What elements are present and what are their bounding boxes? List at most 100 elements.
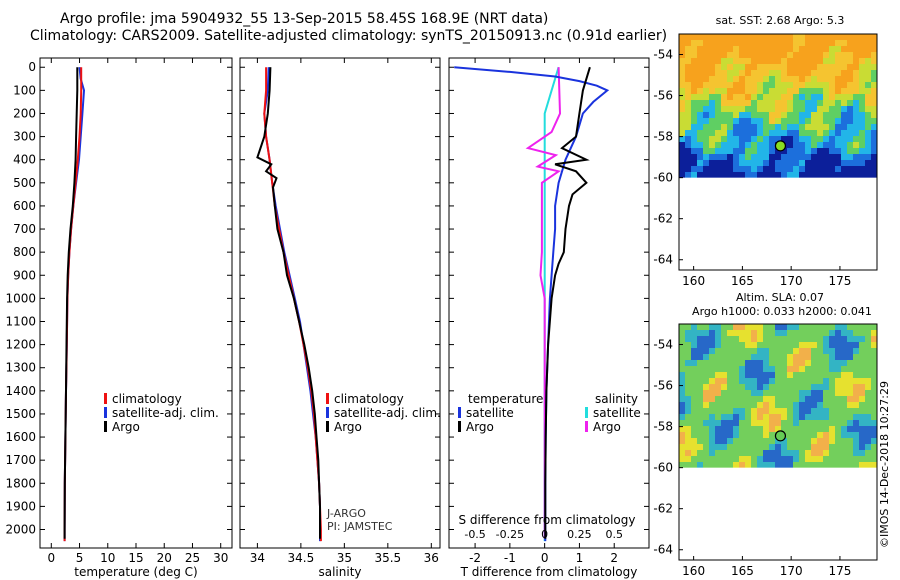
map-cell bbox=[823, 420, 829, 426]
legend-entry-swatch bbox=[326, 393, 329, 404]
map-cell bbox=[805, 450, 811, 456]
x-tick-label: 10 bbox=[100, 551, 115, 565]
map-cell bbox=[769, 378, 775, 384]
map-cell bbox=[715, 438, 721, 444]
map-cell bbox=[787, 154, 793, 160]
map-cell bbox=[865, 34, 871, 40]
map-cell bbox=[697, 52, 703, 58]
map-cell bbox=[817, 40, 823, 46]
map-cell bbox=[823, 88, 829, 94]
map-cell bbox=[865, 142, 871, 148]
map-cell bbox=[799, 136, 805, 142]
map-cell bbox=[721, 58, 727, 64]
map-cell bbox=[853, 342, 859, 348]
map-cell bbox=[781, 154, 787, 160]
map-cell bbox=[721, 390, 727, 396]
map-y-tick-label: -54 bbox=[653, 338, 673, 352]
map-cell bbox=[817, 64, 823, 70]
map-cell bbox=[751, 88, 757, 94]
map-cell bbox=[835, 330, 841, 336]
map-cell bbox=[835, 118, 841, 124]
map-cell bbox=[691, 348, 697, 354]
map-cell bbox=[685, 450, 691, 456]
map-cell bbox=[697, 46, 703, 52]
map-cell bbox=[793, 372, 799, 378]
map-cell bbox=[853, 34, 859, 40]
map-cell bbox=[679, 336, 685, 342]
map-cell bbox=[823, 70, 829, 76]
map-cell bbox=[805, 46, 811, 52]
map-cell bbox=[775, 34, 781, 40]
map-cell bbox=[865, 354, 871, 360]
map-cell bbox=[829, 76, 835, 82]
map-cell bbox=[709, 142, 715, 148]
y-tick-label: 200 bbox=[13, 106, 36, 120]
map-cell bbox=[775, 384, 781, 390]
map-cell bbox=[757, 420, 763, 426]
map-cell bbox=[853, 94, 859, 100]
map-cell bbox=[823, 408, 829, 414]
map-cell bbox=[847, 456, 853, 462]
map-cell bbox=[679, 130, 685, 136]
map-cell bbox=[817, 426, 823, 432]
map-cell bbox=[859, 82, 865, 88]
map-cell bbox=[805, 432, 811, 438]
map-cell bbox=[865, 342, 871, 348]
panel-frame bbox=[239, 57, 441, 549]
map-cell bbox=[691, 124, 697, 130]
map-cell bbox=[679, 100, 685, 106]
map-cell bbox=[757, 154, 763, 160]
map-cell bbox=[739, 154, 745, 160]
map-cell bbox=[733, 172, 739, 178]
map-cell bbox=[721, 40, 727, 46]
map-cell bbox=[799, 384, 805, 390]
map-cell bbox=[715, 130, 721, 136]
argo-position-marker bbox=[774, 140, 787, 152]
map-cell bbox=[811, 124, 817, 130]
map-cell bbox=[871, 148, 877, 154]
x-tick-label: 34 bbox=[250, 551, 265, 565]
map-cell bbox=[727, 34, 733, 40]
map-cell bbox=[835, 378, 841, 384]
map-cell bbox=[769, 118, 775, 124]
map-cell bbox=[721, 378, 727, 384]
map-cell bbox=[715, 46, 721, 52]
map-cell bbox=[703, 390, 709, 396]
map-cell bbox=[841, 438, 847, 444]
map-cell bbox=[859, 414, 865, 420]
map-cell bbox=[835, 106, 841, 112]
map-cell bbox=[685, 154, 691, 160]
map-cell bbox=[841, 450, 847, 456]
map-cell bbox=[733, 82, 739, 88]
map-cell bbox=[745, 408, 751, 414]
map-cell bbox=[697, 166, 703, 172]
map-cell bbox=[775, 76, 781, 82]
map-cell bbox=[733, 34, 739, 40]
map-cell bbox=[781, 444, 787, 450]
map-cell bbox=[739, 88, 745, 94]
map-cell bbox=[865, 372, 871, 378]
map-cell bbox=[715, 100, 721, 106]
map-cell bbox=[715, 160, 721, 166]
map-cell bbox=[811, 130, 817, 136]
map-cell bbox=[853, 366, 859, 372]
map-cell bbox=[763, 88, 769, 94]
map-cell bbox=[751, 118, 757, 124]
map-cell bbox=[721, 462, 727, 468]
map-cell bbox=[691, 40, 697, 46]
map-cell bbox=[745, 88, 751, 94]
map-cell bbox=[787, 402, 793, 408]
map-cell bbox=[691, 366, 697, 372]
map-cell bbox=[715, 360, 721, 366]
map-cell bbox=[733, 64, 739, 70]
map-cell bbox=[769, 142, 775, 148]
map-cell bbox=[679, 64, 685, 70]
map-cell bbox=[859, 348, 865, 354]
map-cell bbox=[727, 342, 733, 348]
map-cell bbox=[727, 366, 733, 372]
map-cell bbox=[817, 438, 823, 444]
map-cell bbox=[751, 40, 757, 46]
map-cell bbox=[697, 426, 703, 432]
plot-title: Argo profile: jma 5904932_55 13-Sep-2015… bbox=[60, 11, 549, 27]
